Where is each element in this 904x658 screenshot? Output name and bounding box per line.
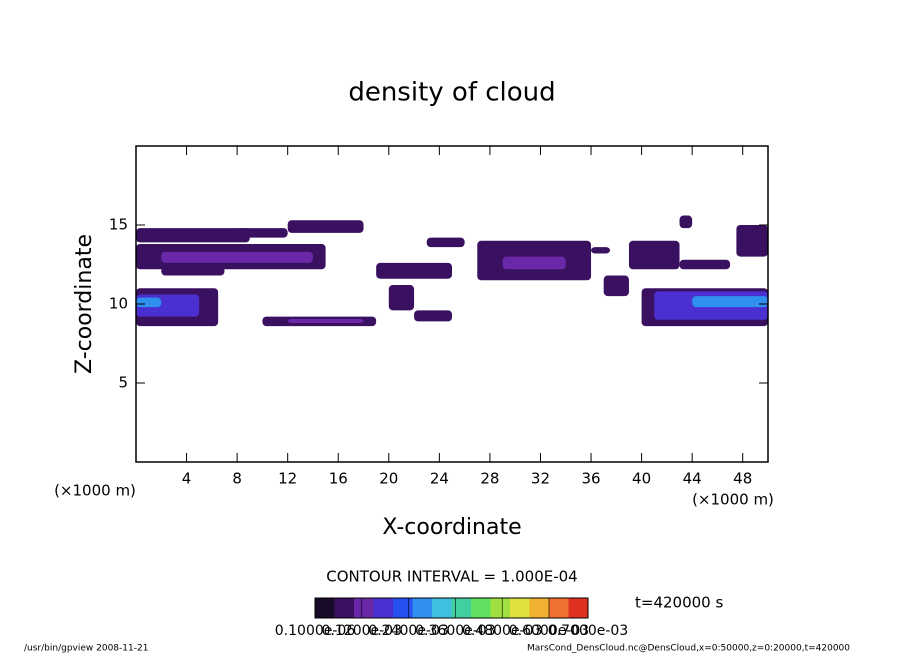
colorbar-cell xyxy=(471,598,491,618)
density-patch xyxy=(426,237,465,248)
density-patch xyxy=(161,266,225,276)
x-tick-label: 40 xyxy=(632,470,651,488)
x-tick-label: 8 xyxy=(232,470,242,488)
x-tick-label: 28 xyxy=(480,470,499,488)
y-tick-label: 5 xyxy=(118,374,128,392)
colorbar-cell xyxy=(432,598,452,618)
colorbar-label: 0.1000e-06 xyxy=(275,623,356,639)
colorbar-cell xyxy=(315,598,335,618)
density-patch xyxy=(161,251,313,263)
y-tick-label: 10 xyxy=(109,295,128,313)
density-patch xyxy=(287,220,364,233)
colorbar-cell xyxy=(510,598,530,618)
density-patch xyxy=(736,225,768,257)
colorbar-label: 0.7000e-03 xyxy=(548,623,628,639)
density-patch xyxy=(679,215,693,229)
x-tick-label: 48 xyxy=(733,470,752,488)
density-patch xyxy=(679,259,731,270)
x-tick-label: 12 xyxy=(278,470,297,488)
colorbar-cell xyxy=(334,598,354,618)
x-tick-label: 16 xyxy=(329,470,348,488)
x-tick-label: 24 xyxy=(430,470,449,488)
density-patch xyxy=(414,310,452,322)
y-tick-label: 15 xyxy=(109,216,128,234)
colorbar-label: 0.2400e-03 xyxy=(368,623,448,639)
x-axis-label: X-coordinate xyxy=(382,515,521,540)
density-patch xyxy=(603,275,629,297)
density-patch xyxy=(136,228,250,243)
colorbar-cell xyxy=(393,598,413,618)
colorbar-label: 0.1200e-03 xyxy=(322,623,402,639)
colorbar-cell xyxy=(354,598,374,618)
colorbar-cell xyxy=(412,598,432,618)
colorbar-cell xyxy=(451,598,471,618)
colorbar-label: 0.4800e-03 xyxy=(462,623,542,639)
colorbar-cell xyxy=(490,598,510,618)
colorbar-cell xyxy=(568,598,588,618)
time-label: t=420000 s xyxy=(635,594,723,612)
density-patch xyxy=(376,262,452,279)
footer-left: /usr/bin/gpview 2008-11-21 xyxy=(24,644,148,654)
footer-right: MarsCond_DensCloud.nc@DensCloud,x=0:5000… xyxy=(527,644,850,654)
chart-title: density of cloud xyxy=(348,78,555,108)
colorbar-cell xyxy=(549,598,569,618)
density-patch xyxy=(287,319,364,323)
density-patch xyxy=(237,228,288,238)
x-unit: (×1000 m) xyxy=(692,491,774,509)
x-tick-label: 32 xyxy=(531,470,550,488)
density-patch xyxy=(136,297,162,308)
colorbar-cell xyxy=(373,598,393,618)
density-patch xyxy=(692,296,768,308)
density-patch xyxy=(388,285,415,311)
x-tick-label: 44 xyxy=(683,470,702,488)
y-axis-label: Z-coordinate xyxy=(72,234,97,374)
colorbar-label: 0.6000e-03 xyxy=(509,623,589,639)
x-tick-label: 20 xyxy=(379,470,398,488)
colorbar-cell xyxy=(529,598,549,618)
colorbar-label: 0.3600e-03 xyxy=(415,623,495,639)
density-patch xyxy=(502,256,566,270)
x-tick-label: 36 xyxy=(581,470,600,488)
density-patch xyxy=(591,247,610,254)
contour-interval: CONTOUR INTERVAL = 1.000E-04 xyxy=(326,568,577,586)
x-tick-label: 4 xyxy=(182,470,192,488)
y-unit: (×1000 m) xyxy=(54,482,136,500)
density-patch xyxy=(628,240,680,270)
